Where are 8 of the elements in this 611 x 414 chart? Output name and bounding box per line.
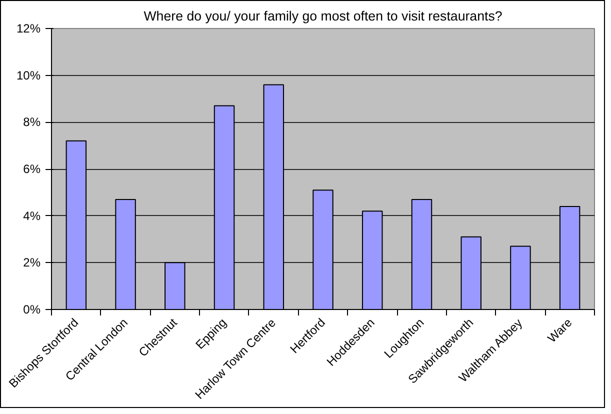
y-tick-label: 12% — [16, 22, 41, 36]
y-tick-label: 10% — [16, 68, 41, 82]
y-tick-label: 8% — [23, 115, 41, 130]
y-tick-label: 2% — [23, 256, 41, 270]
y-tick-label: 0% — [23, 302, 41, 316]
chart-title: Where do you/ your family go most often to visit restaurants? — [144, 8, 502, 24]
y-tick-label: 4% — [23, 208, 41, 223]
y-tick-label: 6% — [23, 162, 41, 176]
